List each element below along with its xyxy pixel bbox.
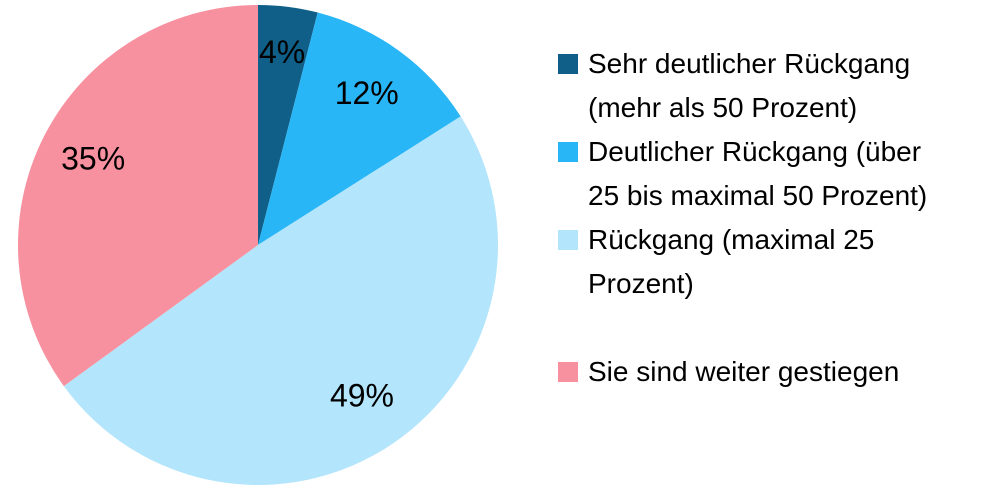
- legend-item: Rückgang (maximal 25 Prozent): [558, 218, 988, 306]
- legend-label: Rückgang (maximal 25 Prozent): [588, 224, 875, 299]
- pie-slice: [18, 5, 259, 387]
- legend: Sehr deutlicher Rückgang (mehr als 50 Pr…: [558, 42, 988, 394]
- legend-label: Sie sind weiter gestiegen: [588, 356, 900, 387]
- legend-item: Deutlicher Rückgang (über 25 bis maximal…: [558, 130, 988, 218]
- data-label: 4%: [259, 34, 305, 70]
- legend-swatch: [558, 362, 578, 382]
- pie-chart: 4% 12% 49% 35%: [18, 5, 498, 485]
- data-label: 12%: [335, 75, 399, 111]
- legend-swatch: [558, 230, 578, 250]
- legend-swatch: [558, 142, 578, 162]
- legend-item: Sie sind weiter gestiegen: [558, 350, 988, 394]
- pie-slice: [63, 116, 498, 485]
- pie-slice: [258, 5, 318, 245]
- data-label: 49%: [330, 377, 394, 413]
- data-label: 35%: [61, 140, 125, 176]
- legend-label: Sehr deutlicher Rückgang (mehr als 50 Pr…: [588, 48, 911, 123]
- legend-item: Sehr deutlicher Rückgang (mehr als 50 Pr…: [558, 42, 988, 130]
- legend-swatch: [558, 54, 578, 74]
- pie-slice: [258, 12, 461, 246]
- legend-label: Deutlicher Rückgang (über 25 bis maximal…: [588, 136, 928, 211]
